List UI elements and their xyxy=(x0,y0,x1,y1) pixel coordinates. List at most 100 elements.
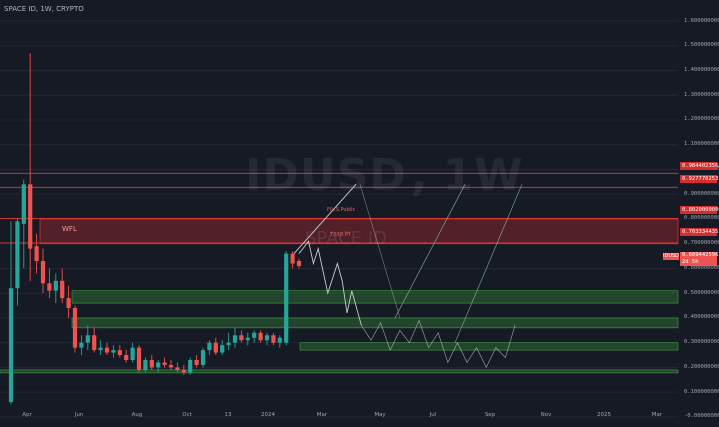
candle-body xyxy=(220,345,225,353)
candle-body xyxy=(239,335,244,341)
candle-body xyxy=(143,360,148,370)
candle-body xyxy=(40,261,46,284)
candle-body xyxy=(85,335,90,343)
candle-body xyxy=(60,280,65,299)
candle-body xyxy=(111,350,116,353)
candle-body xyxy=(130,347,135,361)
x-axis-tick-label: Jul xyxy=(429,412,437,418)
bar-countdown: 2d 5h xyxy=(682,259,699,265)
y-axis-tick-label: 1.4000000000 xyxy=(684,66,719,73)
watermark-interval: 1W xyxy=(442,150,524,201)
x-axis-tick-label: Aug xyxy=(131,412,143,418)
price-tag-r3: 0.8020000000 xyxy=(680,206,719,214)
resistance-zone xyxy=(39,218,679,245)
y-axis-tick-label: 1.2000000000 xyxy=(684,116,719,123)
price-tag-r2: 0.9277702537 xyxy=(680,175,719,183)
price-tag-r4: 0.7033344351 xyxy=(680,228,719,236)
candle-body xyxy=(104,347,110,353)
x-axis-tick-label: Oct xyxy=(182,412,192,418)
candle-body xyxy=(47,283,52,291)
candle-body xyxy=(72,308,78,348)
candle-body xyxy=(15,221,20,289)
y-axis-tick-label: 0.5000000000 xyxy=(684,289,719,296)
zone-label-top: FIL.S.Public xyxy=(327,207,356,213)
candle-body xyxy=(232,335,238,343)
candle-body xyxy=(207,342,212,351)
candle-body xyxy=(258,332,263,341)
candle-body xyxy=(66,298,71,309)
candle-body xyxy=(53,280,58,291)
candle-body xyxy=(175,367,180,370)
candle-body xyxy=(245,337,250,341)
candle-body xyxy=(277,337,282,343)
candle-body xyxy=(149,360,154,368)
candle-body xyxy=(8,288,14,403)
y-axis-tick-label: 0.4000000000 xyxy=(684,314,719,321)
candle-body xyxy=(213,342,218,353)
candle-body xyxy=(168,364,174,368)
x-axis-tick-label: Sep xyxy=(484,412,496,418)
candle-body xyxy=(162,362,167,365)
y-axis-tick-label: -0.0000000000 xyxy=(684,413,719,420)
y-axis-tick-label: 0.9000000000 xyxy=(684,190,719,197)
projection-path xyxy=(298,240,362,326)
projection-alt-path xyxy=(361,319,516,369)
watermark-name: SPACE ID xyxy=(305,228,387,249)
symbol-header[interactable]: SPACE ID, 1W, CRYPTO xyxy=(4,5,84,13)
x-axis-tick-label: 2024 xyxy=(261,412,275,418)
projection-wedge-upper xyxy=(293,184,357,254)
y-axis-tick-label: 0.2000000000 xyxy=(684,363,719,370)
current-price-value: 0.6094425962 xyxy=(682,252,719,258)
y-axis-tick-label: 0.7000000000 xyxy=(684,240,719,247)
current-price-tag[interactable]: 0.6094425962 2d 5h xyxy=(680,252,719,266)
projection-breakout-b xyxy=(454,184,523,343)
x-axis-tick-label: Mar xyxy=(316,412,328,418)
y-axis-tick-label: 1.3000000000 xyxy=(684,91,719,98)
candle-body xyxy=(290,253,295,264)
candle-body xyxy=(264,335,270,341)
candle-body xyxy=(156,362,161,368)
candle-body xyxy=(181,369,186,373)
candle-body xyxy=(188,360,193,373)
y-axis-tick-label: 0.8000000000 xyxy=(684,215,719,222)
candle-body xyxy=(226,342,231,346)
y-axis-tick-label: 0.6000000000 xyxy=(684,264,719,271)
support-zone xyxy=(0,369,679,374)
candle-body xyxy=(136,347,142,370)
x-axis-tick-label: Apr xyxy=(22,412,32,418)
y-axis-tick-label: 0.3000000000 xyxy=(684,339,719,346)
candle-body xyxy=(271,335,276,343)
x-axis-tick-label: 2025 xyxy=(597,412,611,418)
candle-body xyxy=(200,350,206,365)
price-tag-r1: 0.9844023568 xyxy=(680,162,719,170)
support-zone xyxy=(71,317,679,329)
candle-body xyxy=(117,350,122,356)
y-axis-tick-label: 1.5000000000 xyxy=(684,42,719,49)
support-zone xyxy=(71,290,679,304)
zone-label-mid: T3/ID.PY xyxy=(330,232,351,238)
symbol-watermark: IDUSD, 1W xyxy=(245,150,524,201)
watermark-symbol: IDUSD xyxy=(245,150,407,201)
candle-body xyxy=(284,253,289,343)
x-axis-tick-label: May xyxy=(374,412,386,418)
candle-body xyxy=(252,332,257,338)
x-axis-tick-label: 13 xyxy=(224,412,232,418)
candle-body xyxy=(296,261,302,266)
candle-body xyxy=(98,347,103,351)
zone-label-left: WFL xyxy=(62,225,77,233)
x-axis-tick-label: Jun xyxy=(74,412,84,418)
candle-body xyxy=(79,342,84,348)
candle-body xyxy=(124,355,129,361)
y-axis-tick-label: 0.1000000000 xyxy=(684,388,719,395)
candle-body xyxy=(194,360,199,365)
support-zone xyxy=(299,342,679,351)
symbol-price-label: IDUSD xyxy=(663,253,680,260)
watermark-divider: , xyxy=(410,150,429,201)
candle-body xyxy=(34,246,39,262)
x-axis-tick-label: Nov xyxy=(540,412,552,418)
candle-body xyxy=(92,335,97,351)
y-axis-tick-label: 1.1000000000 xyxy=(684,141,719,148)
y-axis-tick-label: 1.6000000000 xyxy=(684,17,719,24)
